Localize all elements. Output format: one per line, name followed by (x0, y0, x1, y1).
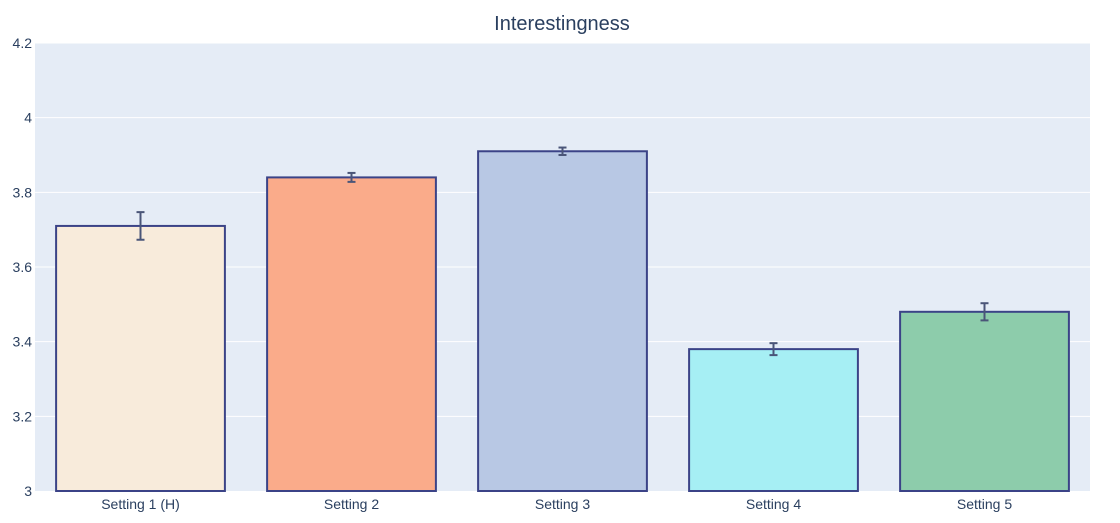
x-axis-ticks: Setting 1 (H) Setting 2 Setting 3 Setting 4… (101, 496, 1012, 512)
error-bar (769, 342, 778, 357)
bar (266, 176, 437, 492)
bars (55, 150, 1070, 493)
bar (55, 224, 226, 493)
error-bar (136, 211, 145, 241)
y-tick-label: 3 (24, 483, 32, 499)
x-tick-label: Setting 3 (535, 496, 590, 512)
x-tick-label: Setting 2 (324, 496, 379, 512)
error-bars (136, 146, 989, 357)
y-tick-label: 3.4 (13, 334, 33, 350)
y-tick-label: 3.6 (13, 259, 33, 275)
y-tick-label: 3.2 (13, 408, 33, 424)
x-tick-label: Setting 5 (957, 496, 1012, 512)
bar (899, 310, 1070, 492)
bar (477, 150, 648, 492)
chart-title: Interestingness (494, 13, 630, 35)
error-bar (347, 171, 356, 183)
y-axis-ticks: 3 3.2 3.4 3.6 3.8 4 4.2 (13, 35, 33, 499)
x-tick-label: Setting 1 (H) (101, 496, 180, 512)
x-tick-label: Setting 4 (746, 496, 801, 512)
y-tick-label: 3.8 (13, 184, 33, 200)
y-tick-label: 4.2 (13, 35, 33, 51)
y-tick-label: 4 (24, 110, 32, 126)
bar (688, 348, 859, 492)
error-bar (558, 146, 567, 156)
error-bar (980, 302, 989, 322)
